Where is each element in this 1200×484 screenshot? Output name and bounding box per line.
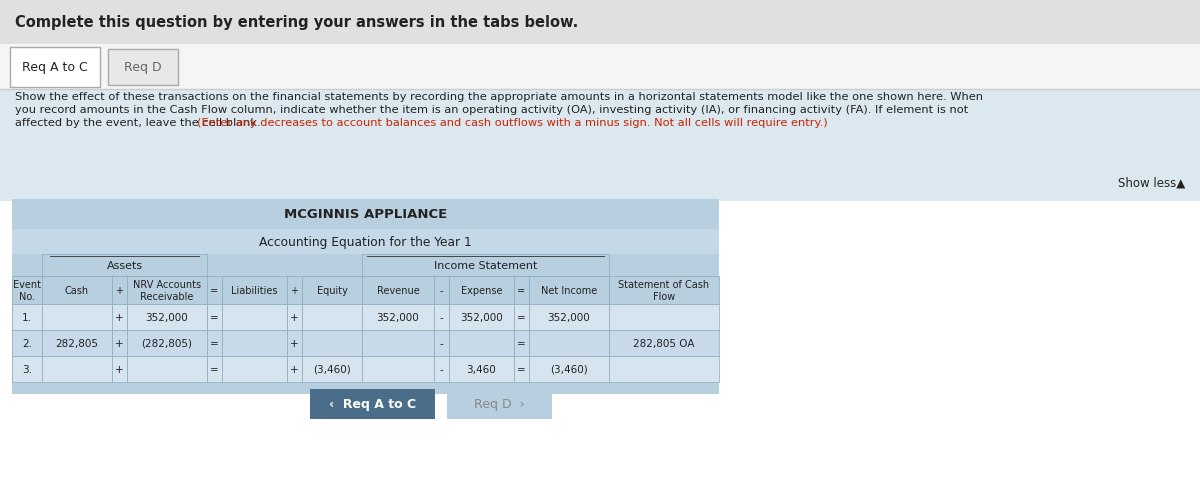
FancyBboxPatch shape	[208, 330, 222, 356]
FancyBboxPatch shape	[362, 304, 434, 330]
Text: 3,460: 3,460	[467, 364, 497, 374]
FancyBboxPatch shape	[287, 356, 302, 382]
Text: Show the effect of these transactions on the financial statements by recording t: Show the effect of these transactions on…	[14, 92, 983, 102]
Text: 282,805 OA: 282,805 OA	[634, 338, 695, 348]
Text: (3,460): (3,460)	[550, 364, 588, 374]
Text: Liabilities: Liabilities	[232, 286, 277, 295]
FancyBboxPatch shape	[12, 229, 719, 255]
Text: Revenue: Revenue	[377, 286, 419, 295]
FancyBboxPatch shape	[514, 330, 529, 356]
FancyBboxPatch shape	[127, 276, 208, 304]
Text: 352,000: 352,000	[547, 312, 590, 322]
FancyBboxPatch shape	[302, 356, 362, 382]
FancyBboxPatch shape	[12, 356, 42, 382]
FancyBboxPatch shape	[610, 276, 719, 304]
Text: Cash: Cash	[65, 286, 89, 295]
Text: 2.: 2.	[22, 338, 32, 348]
Text: (282,805): (282,805)	[142, 338, 192, 348]
FancyBboxPatch shape	[287, 304, 302, 330]
Text: 282,805: 282,805	[55, 338, 98, 348]
Text: Req D: Req D	[124, 61, 162, 75]
Text: =: =	[210, 286, 218, 295]
FancyBboxPatch shape	[0, 45, 1200, 90]
FancyBboxPatch shape	[610, 356, 719, 382]
Text: Show less▲: Show less▲	[1117, 177, 1186, 190]
Text: (3,460): (3,460)	[313, 364, 350, 374]
FancyBboxPatch shape	[529, 304, 610, 330]
FancyBboxPatch shape	[222, 330, 287, 356]
Text: Equity: Equity	[317, 286, 348, 295]
FancyBboxPatch shape	[208, 356, 222, 382]
Text: =: =	[517, 364, 526, 374]
Text: ‹  Req A to C: ‹ Req A to C	[329, 398, 416, 410]
FancyBboxPatch shape	[449, 356, 514, 382]
Text: affected by the event, leave the cell blank.: affected by the event, leave the cell bl…	[14, 118, 264, 128]
Text: +: +	[290, 364, 299, 374]
Text: =: =	[517, 338, 526, 348]
Text: +: +	[115, 364, 124, 374]
FancyBboxPatch shape	[127, 330, 208, 356]
FancyBboxPatch shape	[449, 330, 514, 356]
FancyBboxPatch shape	[529, 356, 610, 382]
Text: =: =	[517, 286, 526, 295]
FancyBboxPatch shape	[127, 356, 208, 382]
FancyBboxPatch shape	[610, 330, 719, 356]
FancyBboxPatch shape	[12, 276, 42, 304]
FancyBboxPatch shape	[529, 276, 610, 304]
FancyBboxPatch shape	[287, 330, 302, 356]
FancyBboxPatch shape	[112, 356, 127, 382]
FancyBboxPatch shape	[514, 356, 529, 382]
FancyBboxPatch shape	[362, 276, 434, 304]
FancyBboxPatch shape	[302, 276, 362, 304]
Text: -: -	[439, 312, 443, 322]
Text: Req D  ›: Req D ›	[474, 398, 524, 410]
FancyBboxPatch shape	[222, 276, 287, 304]
FancyBboxPatch shape	[362, 356, 434, 382]
Text: =: =	[210, 338, 218, 348]
FancyBboxPatch shape	[302, 304, 362, 330]
FancyBboxPatch shape	[0, 90, 1200, 201]
Text: Complete this question by entering your answers in the tabs below.: Complete this question by entering your …	[14, 15, 578, 30]
FancyBboxPatch shape	[434, 304, 449, 330]
FancyBboxPatch shape	[10, 48, 100, 88]
Text: 352,000: 352,000	[377, 312, 419, 322]
FancyBboxPatch shape	[529, 330, 610, 356]
FancyBboxPatch shape	[287, 276, 302, 304]
Text: -: -	[439, 364, 443, 374]
Text: +: +	[290, 312, 299, 322]
FancyBboxPatch shape	[42, 330, 112, 356]
Text: =: =	[517, 312, 526, 322]
Text: Req A to C: Req A to C	[22, 61, 88, 75]
FancyBboxPatch shape	[362, 255, 610, 276]
Text: Accounting Equation for the Year 1: Accounting Equation for the Year 1	[259, 236, 472, 248]
Text: =: =	[210, 312, 218, 322]
Text: +: +	[290, 286, 299, 295]
FancyBboxPatch shape	[449, 276, 514, 304]
Text: MCGINNIS APPLIANCE: MCGINNIS APPLIANCE	[284, 208, 448, 221]
FancyBboxPatch shape	[449, 304, 514, 330]
Text: Expense: Expense	[461, 286, 503, 295]
Text: Assets: Assets	[107, 260, 143, 271]
FancyBboxPatch shape	[112, 330, 127, 356]
FancyBboxPatch shape	[42, 276, 112, 304]
Text: -: -	[439, 286, 443, 295]
Text: you record amounts in the Cash Flow column, indicate whether the item is an oper: you record amounts in the Cash Flow colu…	[14, 105, 968, 115]
Text: +: +	[115, 286, 124, 295]
Text: +: +	[290, 338, 299, 348]
FancyBboxPatch shape	[112, 276, 127, 304]
FancyBboxPatch shape	[0, 0, 1200, 45]
Text: -: -	[439, 338, 443, 348]
Text: +: +	[115, 338, 124, 348]
FancyBboxPatch shape	[434, 330, 449, 356]
Text: 1.: 1.	[22, 312, 32, 322]
Text: 352,000: 352,000	[145, 312, 188, 322]
FancyBboxPatch shape	[112, 304, 127, 330]
FancyBboxPatch shape	[12, 199, 719, 229]
FancyBboxPatch shape	[222, 304, 287, 330]
FancyBboxPatch shape	[42, 304, 112, 330]
FancyBboxPatch shape	[434, 356, 449, 382]
Text: NRV Accounts
Receivable: NRV Accounts Receivable	[133, 280, 202, 301]
FancyBboxPatch shape	[208, 304, 222, 330]
Text: =: =	[210, 364, 218, 374]
